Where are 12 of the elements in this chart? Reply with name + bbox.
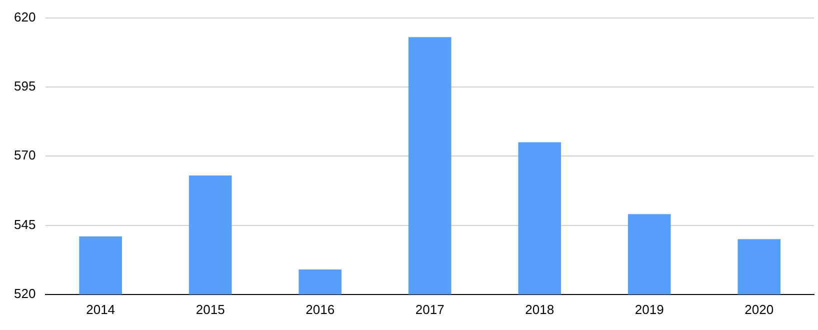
y-tick-label: 520 bbox=[14, 286, 36, 301]
x-tick-label: 2016 bbox=[306, 302, 335, 317]
x-tick-label: 2018 bbox=[525, 302, 554, 317]
x-tick-label: 2020 bbox=[744, 302, 774, 317]
y-tick-label: 620 bbox=[14, 9, 36, 24]
x-tick-label: 2014 bbox=[86, 302, 116, 317]
x-tick-label: 2017 bbox=[415, 302, 444, 317]
y-tick-label: 570 bbox=[14, 148, 36, 163]
y-tick-label: 595 bbox=[14, 78, 36, 94]
y-tick-label: 545 bbox=[14, 216, 36, 232]
x-tick-label: 2019 bbox=[634, 302, 664, 317]
x-tick-label: 2015 bbox=[196, 302, 225, 317]
